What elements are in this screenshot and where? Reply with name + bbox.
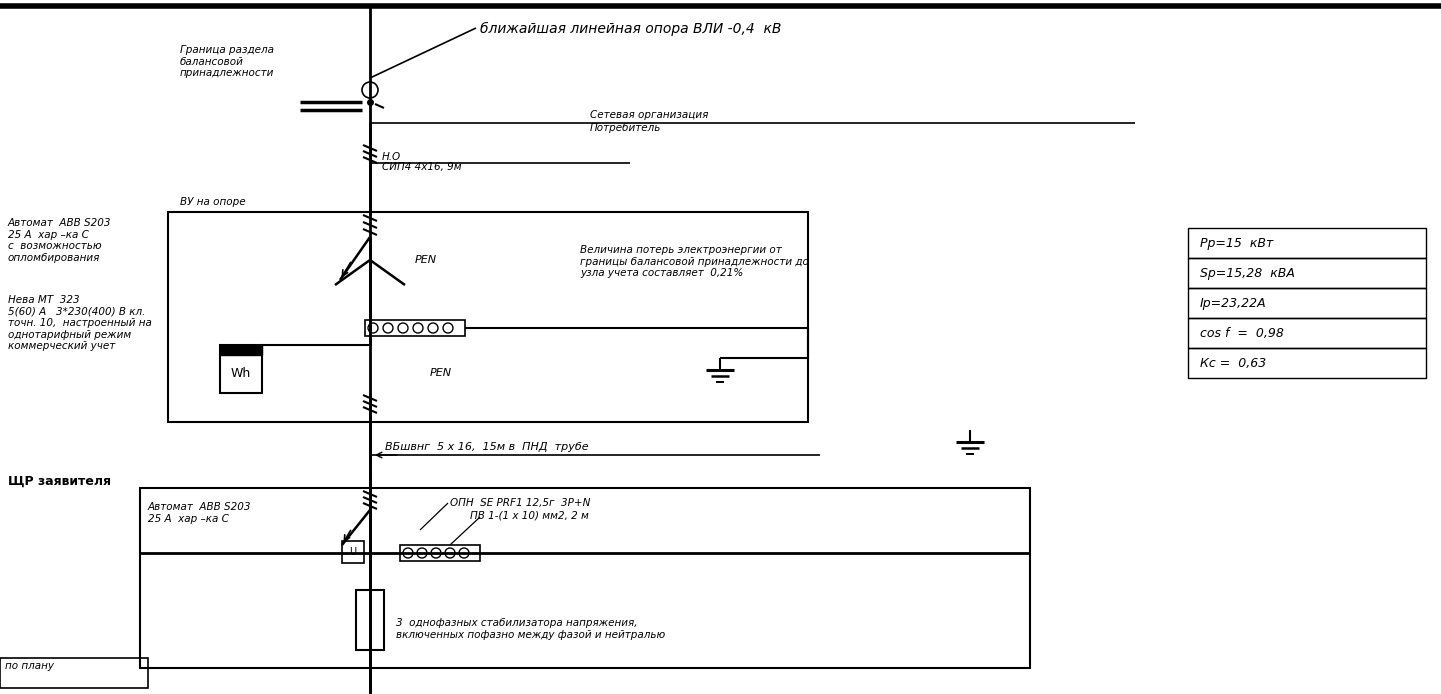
Bar xyxy=(401,545,480,561)
Text: Величина потерь электроэнергии от
границы балансовой принадлежности до
узла учет: Величина потерь электроэнергии от границ… xyxy=(579,245,808,278)
Bar xyxy=(1187,288,1427,318)
Text: Iр=23,22А: Iр=23,22А xyxy=(1200,296,1267,310)
Text: Wh: Wh xyxy=(231,366,251,380)
Bar xyxy=(1187,318,1427,348)
Bar xyxy=(169,212,808,422)
Bar xyxy=(1187,228,1427,258)
Text: ВУ на опоре: ВУ на опоре xyxy=(180,197,245,207)
Text: PEN: PEN xyxy=(415,255,437,265)
Bar xyxy=(356,590,383,650)
Text: U: U xyxy=(349,547,356,557)
Text: PEN: PEN xyxy=(429,368,452,378)
Text: Сетевая организация: Сетевая организация xyxy=(589,110,709,120)
Bar xyxy=(140,488,1030,668)
Text: Рр=15  кВт: Рр=15 кВт xyxy=(1200,237,1274,250)
Bar xyxy=(220,345,262,393)
Text: СИП4 4х16, 9м: СИП4 4х16, 9м xyxy=(382,162,461,172)
Text: Sp=15,28  кВА: Sp=15,28 кВА xyxy=(1200,266,1295,280)
Text: 3  однофазных стабилизатора напряжения,
включенных пофазно между фазой и нейтрал: 3 однофазных стабилизатора напряжения, в… xyxy=(396,618,666,640)
Text: по плану: по плану xyxy=(4,661,53,671)
Text: Н.О: Н.О xyxy=(382,152,401,162)
Text: ПВ 1-(1 х 10) мм2, 2 м: ПВ 1-(1 х 10) мм2, 2 м xyxy=(470,511,589,521)
Text: Граница раздела
балансовой
принадлежности: Граница раздела балансовой принадлежност… xyxy=(180,45,274,78)
Text: Потребитель: Потребитель xyxy=(589,123,661,133)
Bar xyxy=(220,345,262,355)
Text: ЩР заявителя: ЩР заявителя xyxy=(9,475,111,488)
Text: Нева МТ  323
5(60) А   3*230(400) В кл.
точн. 10,  настроенный на
однотарифный р: Нева МТ 323 5(60) А 3*230(400) В кл. точ… xyxy=(9,295,151,351)
Bar xyxy=(365,320,465,336)
Text: Автомат  АВВ S203
25 А  хар –ка C: Автомат АВВ S203 25 А хар –ка C xyxy=(148,502,252,523)
Bar xyxy=(1187,258,1427,288)
Bar xyxy=(0,658,148,688)
Text: Кс =  0,63: Кс = 0,63 xyxy=(1200,357,1267,369)
Text: ВБшвнг  5 х 16,  15м в  ПНД  трубе: ВБшвнг 5 х 16, 15м в ПНД трубе xyxy=(385,442,588,452)
Text: ближайшая линейная опора ВЛИ -0,4  кВ: ближайшая линейная опора ВЛИ -0,4 кВ xyxy=(480,22,781,36)
Bar xyxy=(342,541,365,563)
Text: cos f  =  0,98: cos f = 0,98 xyxy=(1200,326,1284,339)
Text: Автомат  АВВ S203
25 А  хар –ка C
с  возможностью
опломбирования: Автомат АВВ S203 25 А хар –ка C с возмож… xyxy=(9,218,111,263)
Bar xyxy=(1187,348,1427,378)
Text: ОПН  SE PRF1 12,5г  3Р+N: ОПН SE PRF1 12,5г 3Р+N xyxy=(450,498,591,508)
